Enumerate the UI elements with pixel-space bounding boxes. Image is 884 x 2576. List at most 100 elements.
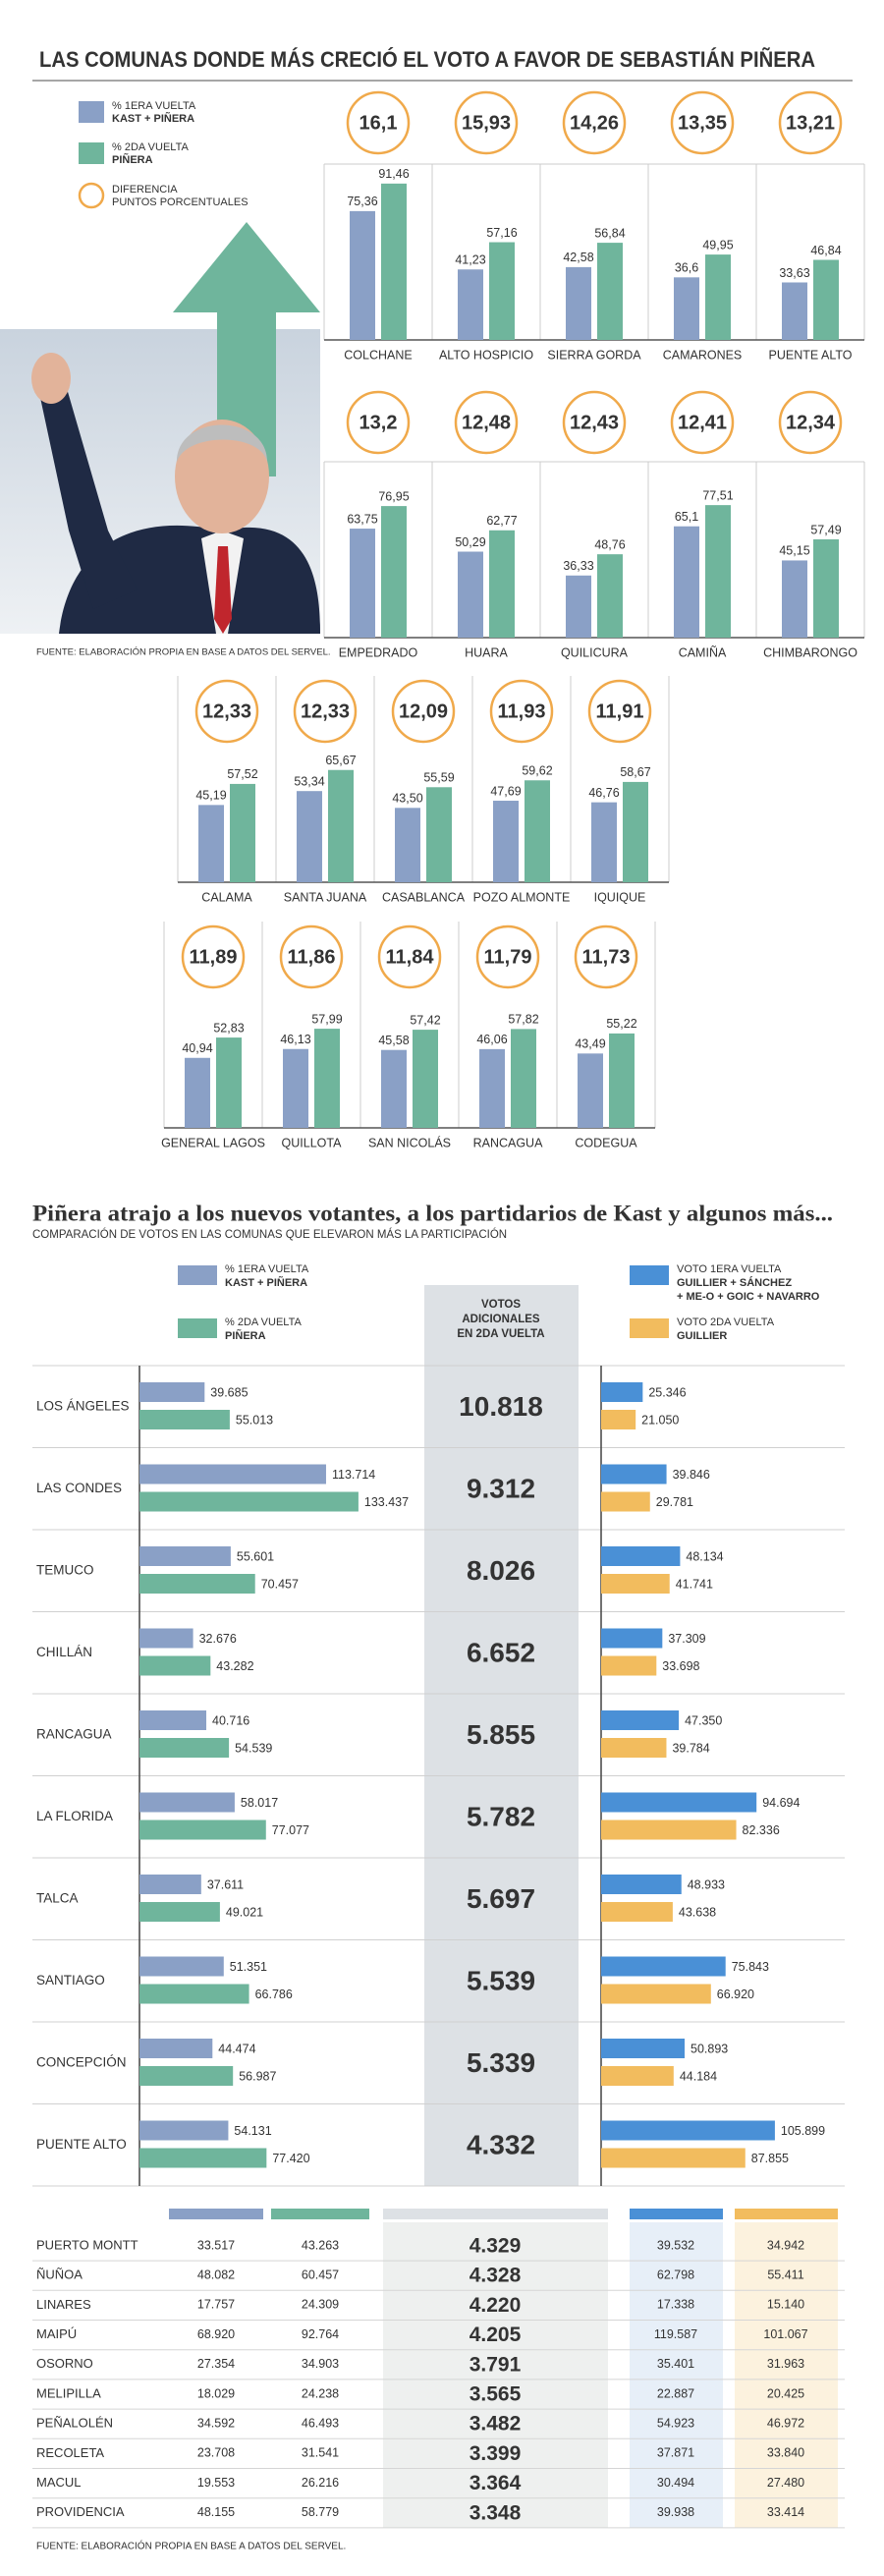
table-cell: 60.457 bbox=[302, 2268, 339, 2281]
bar bbox=[139, 1655, 211, 1676]
category-label: COLCHANE bbox=[344, 348, 412, 362]
table-row-label: PEÑALOLÉN bbox=[36, 2416, 113, 2431]
bar bbox=[139, 1820, 266, 1840]
bar-value-label: 39.685 bbox=[210, 1385, 248, 1399]
chart-subtitle: COMPARACIÓN DE VOTOS EN LAS COMUNAS QUE … bbox=[32, 1228, 507, 1241]
difference-label: 12,48 bbox=[462, 412, 511, 433]
legend-label: DIFERENCIA bbox=[112, 184, 178, 196]
bar-value-label: 39.784 bbox=[672, 1741, 709, 1755]
bar bbox=[601, 1710, 680, 1730]
difference-circle bbox=[587, 679, 652, 744]
bar-value-label: 70.457 bbox=[261, 1577, 299, 1591]
bar-value-label: 57,49 bbox=[810, 523, 841, 536]
added-votes-column bbox=[424, 1285, 579, 2186]
category-label: CALAMA bbox=[201, 890, 252, 904]
bar bbox=[597, 554, 623, 638]
bar bbox=[601, 2120, 775, 2141]
difference-label: 12,33 bbox=[202, 700, 251, 722]
bar bbox=[139, 1574, 255, 1594]
bar-value-label: 54.539 bbox=[235, 1741, 272, 1755]
table-row-label: PROVIDENCIA bbox=[36, 2504, 125, 2519]
legend-swatch bbox=[79, 101, 104, 123]
bar-value-label: 33.698 bbox=[662, 1659, 699, 1673]
table-cell: 48.082 bbox=[197, 2268, 235, 2281]
added-votes-value: 9.312 bbox=[467, 1474, 535, 1504]
difference-label: 13,35 bbox=[678, 112, 727, 134]
table-cell: 20.425 bbox=[767, 2386, 804, 2400]
bar bbox=[350, 529, 375, 638]
source-note: FUENTE: ELABORACIÓN PROPIA EN BASE A DAT… bbox=[36, 2540, 346, 2552]
bar bbox=[566, 266, 591, 340]
bar-value-label: 49,95 bbox=[702, 238, 733, 252]
category-label: PUENTE ALTO bbox=[769, 348, 853, 362]
bar-value-label: 49.021 bbox=[226, 1905, 263, 1919]
bar-value-label: 58,67 bbox=[620, 765, 650, 779]
bar-value-label: 55,59 bbox=[423, 771, 454, 785]
bar bbox=[283, 1048, 308, 1128]
added-votes-value: 5.782 bbox=[467, 1802, 535, 1832]
column-key bbox=[271, 2209, 369, 2219]
table-cell: 26.216 bbox=[302, 2476, 339, 2490]
bar-value-label: 113.714 bbox=[332, 1468, 375, 1482]
table-row-label: LINARES bbox=[36, 2297, 91, 2312]
difference-circle bbox=[489, 679, 554, 744]
bar-value-label: 40.716 bbox=[212, 1713, 249, 1727]
difference-label: 11,93 bbox=[498, 700, 546, 722]
added-votes-value: 5.697 bbox=[467, 1883, 535, 1914]
table-cell: 34.942 bbox=[767, 2238, 804, 2252]
legend-label: VOTO 2DA VUELTA bbox=[677, 1316, 775, 1328]
added-votes-value: 5.855 bbox=[467, 1719, 535, 1750]
bar bbox=[139, 1410, 230, 1429]
category-label: TEMUCO bbox=[36, 1562, 94, 1577]
bar-value-label: 55,22 bbox=[606, 1017, 636, 1031]
category-label: CAMARONES bbox=[663, 348, 743, 362]
bar bbox=[601, 1574, 670, 1594]
difference-label: 12,41 bbox=[678, 412, 727, 433]
legend-swatch bbox=[630, 1318, 669, 1338]
bar bbox=[489, 530, 515, 638]
difference-circle bbox=[454, 90, 519, 155]
bar-value-label: 29.781 bbox=[656, 1495, 693, 1509]
bar bbox=[601, 2148, 746, 2168]
bar-value-label: 56,84 bbox=[594, 226, 625, 240]
bar-value-label: 76,95 bbox=[378, 489, 409, 503]
difference-circle bbox=[194, 679, 259, 744]
table-cell: 24.238 bbox=[302, 2386, 339, 2400]
difference-label: 12,43 bbox=[570, 412, 619, 433]
bar bbox=[601, 1464, 667, 1484]
bar bbox=[566, 575, 591, 638]
difference-label: 13,2 bbox=[359, 412, 398, 433]
bar bbox=[578, 1053, 603, 1128]
category-label: SAN NICOLÁS bbox=[368, 1135, 451, 1149]
legend-label-bold: PIÑERA bbox=[112, 153, 153, 166]
table-cell: 27.354 bbox=[197, 2357, 235, 2371]
bar-value-label: 32.676 bbox=[199, 1632, 237, 1646]
bar-value-label: 53,34 bbox=[294, 774, 324, 788]
table-cell: 37.871 bbox=[657, 2446, 694, 2460]
table-cell: 48.155 bbox=[197, 2505, 235, 2519]
bar-value-label: 57,16 bbox=[486, 226, 517, 240]
bar-value-label: 43.282 bbox=[216, 1659, 253, 1673]
bar bbox=[139, 2039, 213, 2058]
bar bbox=[139, 1382, 205, 1402]
difference-circle bbox=[279, 924, 344, 989]
bar bbox=[413, 1030, 438, 1128]
table-cell: 39.938 bbox=[657, 2505, 694, 2519]
category-label: EMPEDRADO bbox=[339, 645, 418, 659]
bar-value-label: 25.346 bbox=[648, 1385, 686, 1399]
legend-label: % 2DA VUELTA bbox=[225, 1316, 303, 1328]
difference-circle bbox=[454, 390, 519, 455]
bar-value-label: 48.933 bbox=[688, 1877, 725, 1891]
table-cell: 31.541 bbox=[302, 2446, 339, 2460]
table-row-label: ÑUÑOA bbox=[36, 2268, 83, 2282]
added-votes-value: 6.652 bbox=[467, 1638, 535, 1668]
bar-value-label: 82.336 bbox=[743, 1823, 780, 1837]
table-cell: 39.532 bbox=[657, 2238, 694, 2252]
bar bbox=[601, 2066, 674, 2086]
table-row-label: OSORNO bbox=[36, 2356, 93, 2371]
bar-value-label: 57,82 bbox=[508, 1013, 538, 1027]
bar-value-label: 66.786 bbox=[255, 1988, 293, 2001]
category-label: QUILICURA bbox=[561, 645, 629, 659]
legend-swatch bbox=[78, 182, 105, 209]
bar-value-label: 48.134 bbox=[686, 1549, 723, 1563]
